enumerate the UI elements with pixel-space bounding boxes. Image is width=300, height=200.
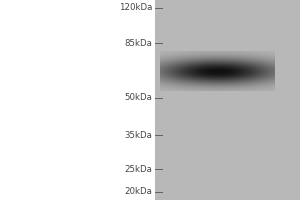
Text: 85kDa: 85kDa [124,38,152,47]
Text: 25kDa: 25kDa [124,164,152,173]
Text: 120kDa: 120kDa [118,3,152,12]
Text: 50kDa: 50kDa [124,94,152,102]
Text: 20kDa: 20kDa [124,188,152,196]
Text: 35kDa: 35kDa [124,130,152,140]
